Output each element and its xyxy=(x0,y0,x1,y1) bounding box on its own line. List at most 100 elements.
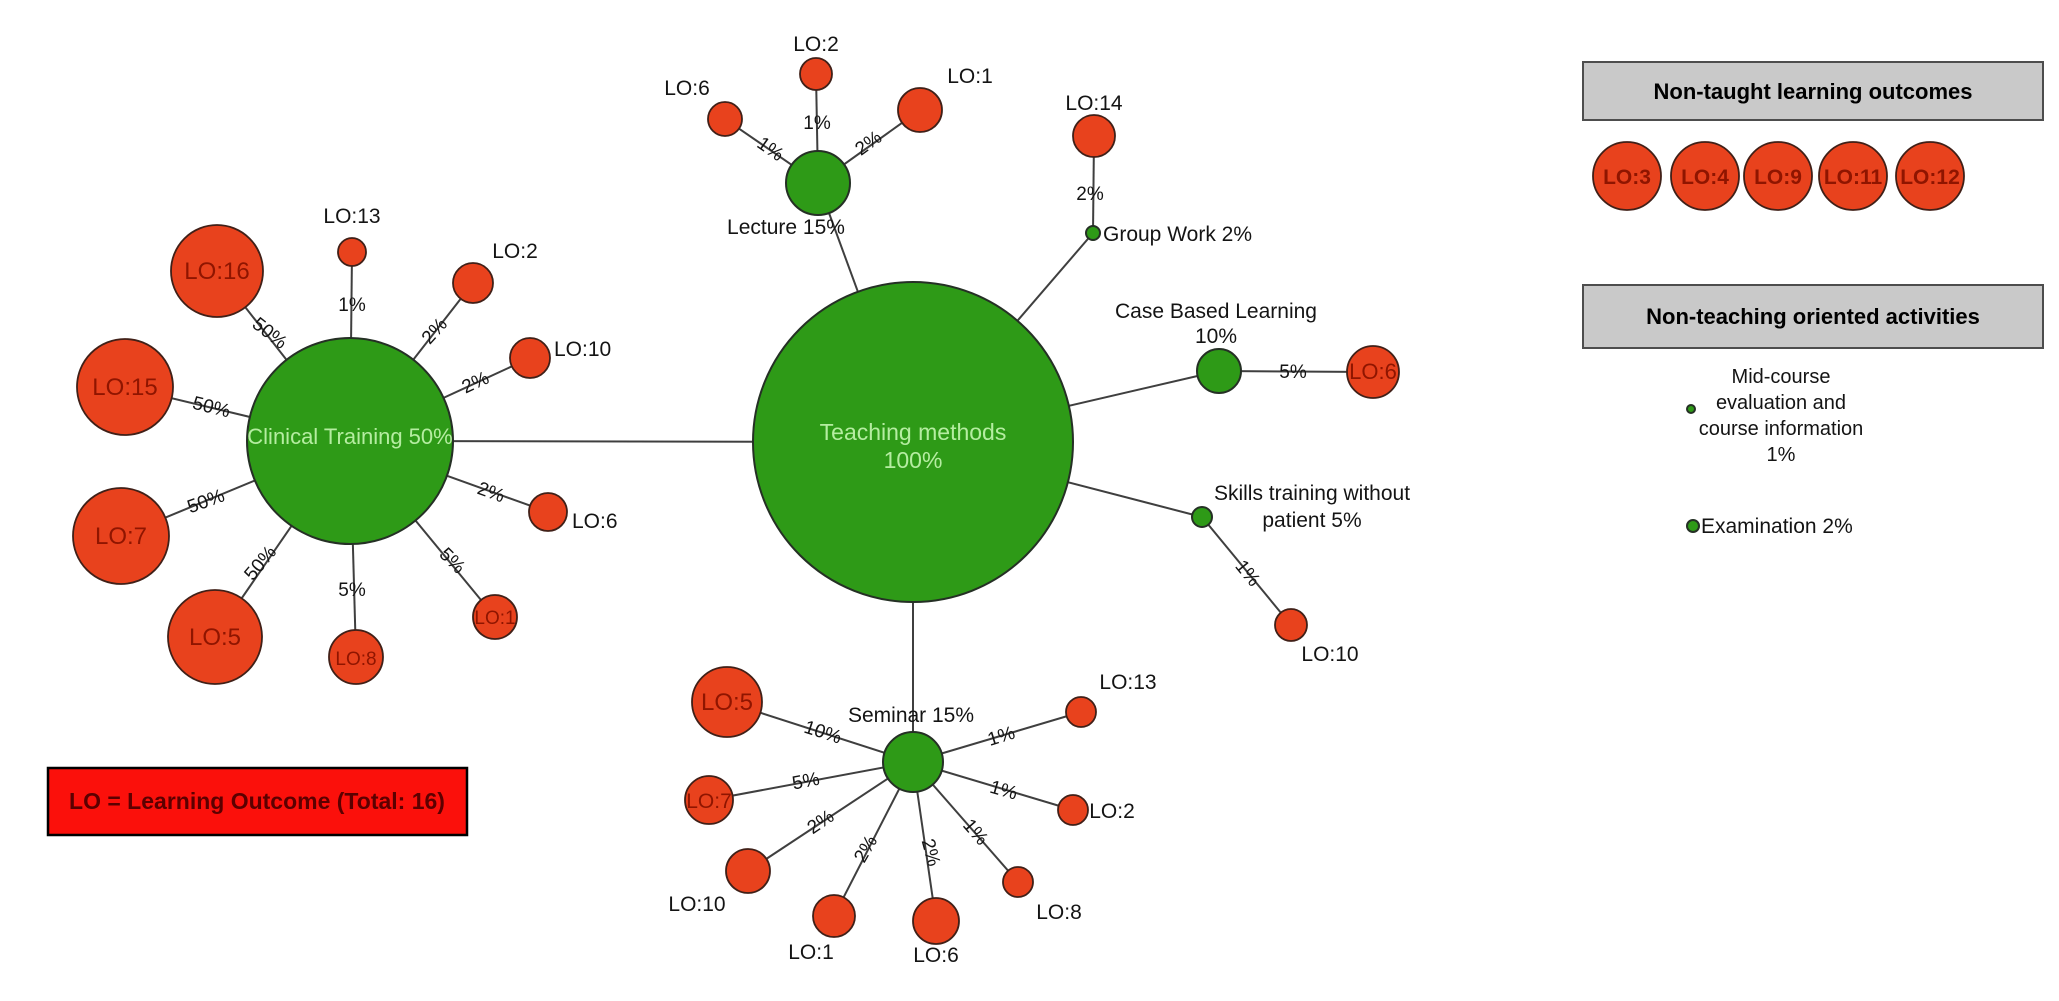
seminar-lo1-label: LO:1 xyxy=(788,941,834,964)
node-case-based-lo6 xyxy=(1346,345,1400,399)
satellite-labels: LO:16 LO:15 LO:7 LO:5 LO:8 LO:1 LO:13 LO… xyxy=(92,33,1397,967)
node-seminar-lo2 xyxy=(1057,794,1089,826)
group-work-lo14-label: LO:14 xyxy=(1065,92,1123,115)
node-skills-training xyxy=(1191,506,1213,528)
legend-non-teaching-header-box xyxy=(1582,284,2044,349)
legend-circle-lo3 xyxy=(1592,141,1662,211)
node-lecture-lo6 xyxy=(707,101,743,137)
clinical-lo8-label: LO:8 xyxy=(335,649,376,670)
clinical-lo1-label: LO:1 xyxy=(474,608,515,629)
node-case-based-learning xyxy=(1196,348,1242,394)
node-clinical-training xyxy=(246,337,454,545)
case-based-label: Case Based Learning xyxy=(1115,300,1317,323)
legend-circle-lo9 xyxy=(1743,141,1813,211)
clinical-lo5-label: LO:5 xyxy=(189,624,241,651)
pct-clinical-lo6: 2% xyxy=(474,478,507,507)
seminar-lo6-label: LO:6 xyxy=(913,944,959,967)
note-text: LO = Learning Outcome (Total: 16) xyxy=(69,788,445,814)
lecture-lo1-label: LO:1 xyxy=(947,65,993,88)
mid-course-line3: course information xyxy=(1699,418,1864,440)
nodes xyxy=(72,57,1400,945)
node-lecture-lo2 xyxy=(799,57,833,91)
node-group-work-lo14 xyxy=(1072,114,1116,158)
seminar-lo13-label: LO:13 xyxy=(1099,671,1156,694)
node-clinical-lo13 xyxy=(337,237,367,267)
clinical-lo10-label: LO:10 xyxy=(554,338,611,361)
edge-seminar-lo10 xyxy=(747,761,914,872)
node-clinical-lo7 xyxy=(72,487,170,585)
legend-circle-lo11 xyxy=(1818,141,1888,211)
pct-clinical-lo7: 50% xyxy=(185,485,228,518)
examination-label: Examination 2% xyxy=(1701,515,1853,538)
clinical-lo15-label: LO:15 xyxy=(92,374,157,401)
node-seminar-lo5 xyxy=(691,666,763,738)
node-clinical-lo10 xyxy=(509,337,551,379)
clinical-lo16-label: LO:16 xyxy=(184,258,249,285)
skills-label-line1: Skills training without xyxy=(1214,482,1410,505)
legend-circle-lo4 xyxy=(1670,141,1740,211)
node-seminar-lo6 xyxy=(912,897,960,945)
pct-group-work-lo14: 2% xyxy=(1076,184,1104,205)
examination-dot xyxy=(1686,519,1700,533)
seminar-lo8-label: LO:8 xyxy=(1036,901,1082,924)
mid-course-dot xyxy=(1686,404,1696,414)
pct-clinical-lo2: 2% xyxy=(418,314,452,349)
mid-course-line1: Mid-course xyxy=(1732,366,1831,388)
legend-non-teaching-title: Non-teaching oriented activities xyxy=(1646,304,1980,329)
legend-lo12-label: LO:12 xyxy=(1900,166,1960,189)
seminar-lo5-label: LO:5 xyxy=(701,689,753,716)
pct-seminar-lo10: 2% xyxy=(804,806,839,839)
edge-seminar-lo7 xyxy=(708,761,914,801)
node-lecture xyxy=(785,150,851,216)
pct-seminar-lo5: 10% xyxy=(801,717,844,749)
teaching-methods-pct: 100% xyxy=(884,447,943,473)
pct-seminar-lo13: 1% xyxy=(985,723,1018,751)
clinical-lo13-label: LO:13 xyxy=(323,205,380,228)
node-clinical-lo2 xyxy=(452,262,494,304)
seminar-label: Seminar 15% xyxy=(848,704,974,727)
pct-clinical-lo13: 1% xyxy=(338,295,366,316)
pct-seminar-lo2: 1% xyxy=(987,777,1019,805)
legend-lo4-label: LO:4 xyxy=(1681,166,1729,189)
mid-course-line4: 1% xyxy=(1767,444,1796,466)
legend-lo11-label: LO:11 xyxy=(1824,166,1883,189)
legend-non-taught-header-box xyxy=(1582,61,2044,121)
pct-seminar-lo6: 2% xyxy=(917,837,944,869)
node-clinical-lo6 xyxy=(528,492,568,532)
node-clinical-lo1 xyxy=(472,594,518,640)
clinical-lo2-label: LO:2 xyxy=(492,240,538,263)
pct-lecture-lo6: 1% xyxy=(753,133,788,166)
seminar-lo10-label: LO:10 xyxy=(668,893,725,916)
clinical-lo7-label: LO:7 xyxy=(95,523,147,550)
node-clinical-lo8 xyxy=(328,629,384,685)
legend-non-teaching: Non-teaching oriented activities Mid-cou… xyxy=(1582,284,2044,538)
pct-clinical-lo8: 5% xyxy=(338,580,366,601)
seminar-lo2-label: LO:2 xyxy=(1089,800,1135,823)
pct-case-based-lo6: 5% xyxy=(1279,362,1307,383)
group-work-label: Group Work 2% xyxy=(1103,223,1252,246)
seminar-lo7-label: LO:7 xyxy=(686,790,732,813)
case-based-lo6-label: LO:6 xyxy=(1349,359,1397,384)
pct-lecture-lo2: 1% xyxy=(803,113,831,134)
mid-course-line2: evaluation and xyxy=(1716,392,1846,414)
legend-circle-lo12 xyxy=(1895,141,1965,211)
node-clinical-lo16 xyxy=(170,224,264,318)
skills-lo10-label: LO:10 xyxy=(1301,643,1358,666)
note-box-rect xyxy=(46,766,469,837)
lecture-label: Lecture 15% xyxy=(727,216,845,239)
node-seminar-lo7 xyxy=(684,775,734,825)
edge-skills-lo10 xyxy=(1201,516,1292,626)
node-seminar-lo8 xyxy=(1002,866,1034,898)
teaching-methods-label: Teaching methods xyxy=(820,419,1007,445)
clinical-lo6-label: LO:6 xyxy=(572,510,618,533)
legend-non-taught: Non-taught learning outcomes LO:3 LO:4 L… xyxy=(1582,61,2044,211)
node-seminar-lo1 xyxy=(812,894,856,938)
node-seminar xyxy=(882,731,944,793)
pct-clinical-lo15: 50% xyxy=(190,393,232,423)
skills-label-line2: patient 5% xyxy=(1262,509,1361,532)
node-group-work xyxy=(1085,225,1101,241)
pct-clinical-lo10: 2% xyxy=(459,368,493,399)
lecture-lo2-label: LO:2 xyxy=(793,33,839,56)
